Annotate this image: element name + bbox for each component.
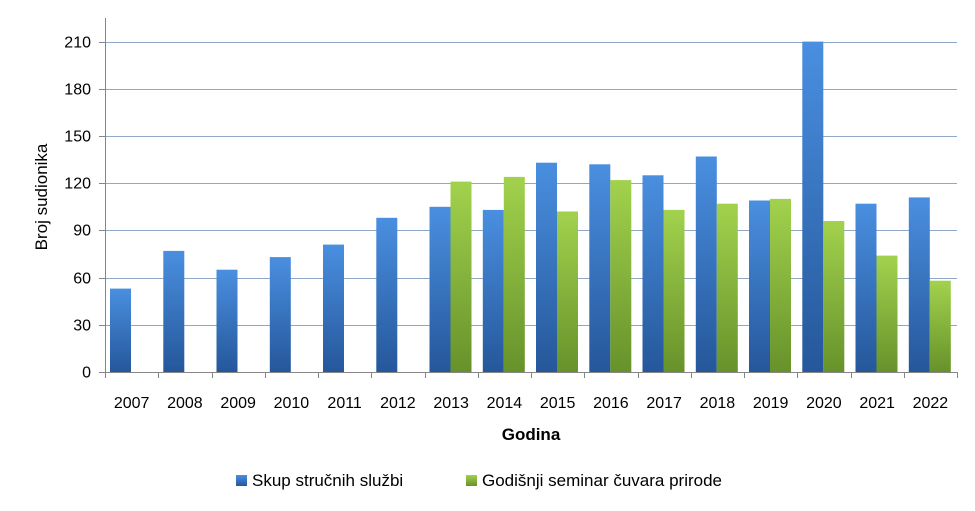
bar-skup-strucnih-sluzbi [802,41,824,372]
bar-godisnji-seminar [929,280,951,372]
bar-skup-strucnih-sluzbi [589,164,611,372]
y-tick-label: 120 [64,176,91,193]
y-tick-label: 90 [73,223,91,240]
x-tick-label: 2022 [913,395,949,412]
bar-godisnji-seminar [770,198,791,372]
y-tick-label: 60 [73,271,91,288]
x-tick-label: 2009 [220,395,256,412]
bar-skup-strucnih-sluzbi [429,206,451,372]
bar-godisnji-seminar [876,255,898,372]
x-axis-title: Godina [502,425,561,444]
bar-skup-strucnih-sluzbi [323,244,344,372]
x-tick-label: 2008 [167,395,203,412]
bar-godisnji-seminar [557,211,578,372]
bar-godisnji-seminar [716,203,738,372]
x-tick-label: 2010 [274,395,310,412]
legend-label: Godišnji seminar čuvara prirode [482,471,722,490]
legend-label: Skup stručnih službi [252,471,403,490]
bar-skup-strucnih-sluzbi [216,269,238,372]
x-tick-label: 2016 [593,395,629,412]
y-tick-label: 180 [64,82,91,99]
x-tick-label: 2020 [806,395,842,412]
bar-skup-strucnih-sluzbi [855,203,877,372]
y-tick-label: 30 [73,318,91,335]
axes: 0 30 60 90 120 150 180 210 2007 2008 2009 2010 2011 2… [64,18,958,412]
y-tick-label: 150 [64,129,91,146]
x-tick-label: 2015 [540,395,576,412]
bar-skup-strucnih-sluzbi [642,175,664,372]
y-tick-label: 0 [82,365,91,382]
y-tick-label: 210 [64,35,91,52]
bar-skup-strucnih-sluzbi [749,200,770,372]
x-tick-label: 2013 [433,395,469,412]
x-tick-label: 2014 [487,395,523,412]
gridlines [105,42,957,326]
legend-swatch [466,475,477,486]
bar-skup-strucnih-sluzbi [908,197,930,372]
x-tick-label: 2021 [859,395,895,412]
bar-godisnji-seminar [610,180,632,372]
bar-skup-strucnih-sluzbi [376,217,398,372]
x-tick-label: 2011 [327,395,362,412]
y-axis-title: Broj sudionika [32,143,51,250]
bar-skup-strucnih-sluzbi [695,156,717,372]
bar-skup-strucnih-sluzbi [482,209,504,372]
bars [110,41,951,372]
legend: Skup stručnih službi Godišnji seminar čuv… [236,471,722,490]
x-tick-label: 2017 [646,395,682,412]
bar-skup-strucnih-sluzbi [163,250,185,372]
x-tick-label: 2007 [114,395,150,412]
bar-skup-strucnih-sluzbi [269,257,291,372]
bar-godisnji-seminar [823,221,845,372]
legend-swatch [236,475,247,486]
x-tick-label: 2012 [380,395,416,412]
bar-godisnji-seminar [450,181,472,372]
x-tick-label: 2019 [753,395,789,412]
bar-skup-strucnih-sluzbi [110,288,131,372]
bar-godisnji-seminar [663,209,685,372]
bar-godisnji-seminar [503,176,525,372]
x-tick-label: 2018 [700,395,736,412]
bar-skup-strucnih-sluzbi [536,162,557,372]
